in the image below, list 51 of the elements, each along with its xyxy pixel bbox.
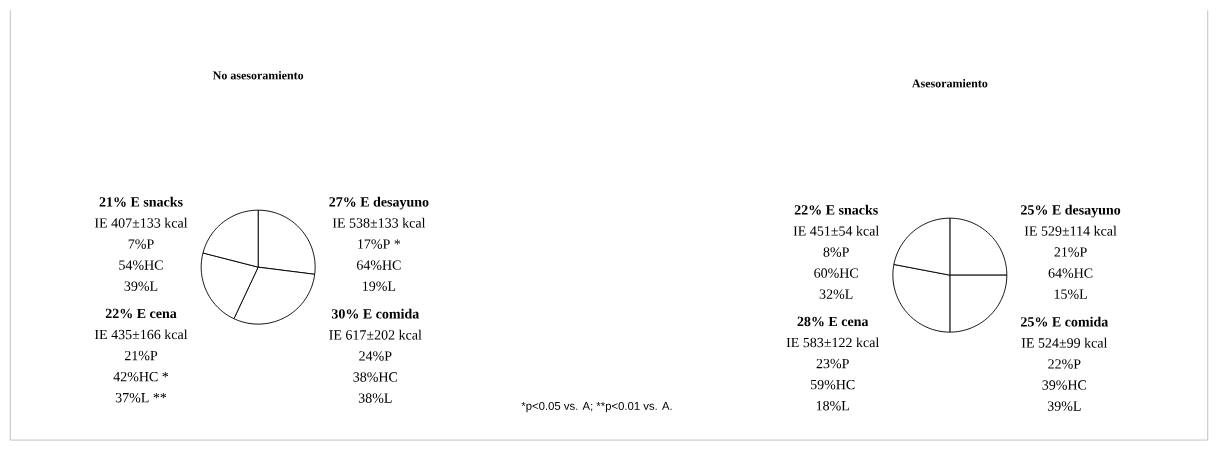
- data-label: 30% E: [331, 308, 372, 319]
- text: 19%L: [363, 281, 396, 291]
- text: 42%HC *: [113, 371, 169, 382]
- text: 38%L: [358, 393, 392, 403]
- text: 39%L: [1047, 401, 1081, 411]
- text: 39%L: [124, 281, 158, 291]
- slice-label: snacks: [838, 204, 878, 215]
- slice-label: cena: [841, 319, 869, 327]
- text: 21%P: [124, 350, 158, 361]
- text: IE 435±166 kcal: [94, 329, 188, 340]
- data-label: 27% E: [329, 197, 369, 207]
- data-label: 22% E: [794, 205, 835, 215]
- data-label: 22% E: [105, 308, 146, 319]
- chart-title: No asesoramiento: [212, 70, 304, 80]
- text: 37%L **: [115, 392, 167, 403]
- text: 23%P: [816, 358, 849, 369]
- text: 32%L: [819, 289, 853, 299]
- text: IE 451±54 kcal: [793, 225, 879, 236]
- slice-label: snacks: [143, 196, 183, 207]
- text: IE 617±202 kcal: [329, 329, 422, 340]
- slice-label: desayuno: [373, 196, 429, 210]
- text: 17%P *: [358, 239, 401, 249]
- data-label: 28% E: [797, 316, 838, 327]
- text: 38%HC: [353, 372, 398, 382]
- text: 24%P: [359, 351, 392, 361]
- text: 64%HC: [1048, 268, 1093, 278]
- text: 7%P: [128, 239, 154, 249]
- text: 60%HC: [814, 268, 858, 278]
- data-label: 21% E: [99, 197, 140, 207]
- text: 21%P: [1054, 247, 1087, 257]
- text: 22%P: [1048, 359, 1081, 369]
- slice-label: comida: [1065, 316, 1109, 327]
- text: 8%P: [823, 247, 849, 257]
- data-label: 25% E: [1021, 316, 1061, 327]
- text: IE 583±122 kcal: [786, 337, 879, 348]
- text: *p<0.05 vs. A; **p<0.01 vs. A.: [521, 401, 672, 413]
- text: IE 538±133 kcal: [332, 217, 426, 228]
- text: IE 529±114 kcal: [1024, 225, 1117, 236]
- text: 39%HC: [1042, 380, 1087, 390]
- text: IE 407±133 kcal: [94, 217, 188, 228]
- slice-label: cena: [150, 311, 177, 319]
- text: 64%HC: [356, 260, 401, 270]
- slice-label: desayuno: [1065, 204, 1121, 218]
- text: 18%L: [816, 400, 849, 411]
- text: IE 524±99 kcal: [1021, 337, 1108, 348]
- chart-title: Asesoramiento: [912, 78, 988, 88]
- text: 54%HC: [119, 260, 163, 270]
- data-label: 25% E: [1021, 205, 1061, 215]
- text: 15%L: [1054, 289, 1087, 299]
- slice-label: comida: [376, 308, 420, 319]
- text: 59%HC: [810, 379, 855, 390]
